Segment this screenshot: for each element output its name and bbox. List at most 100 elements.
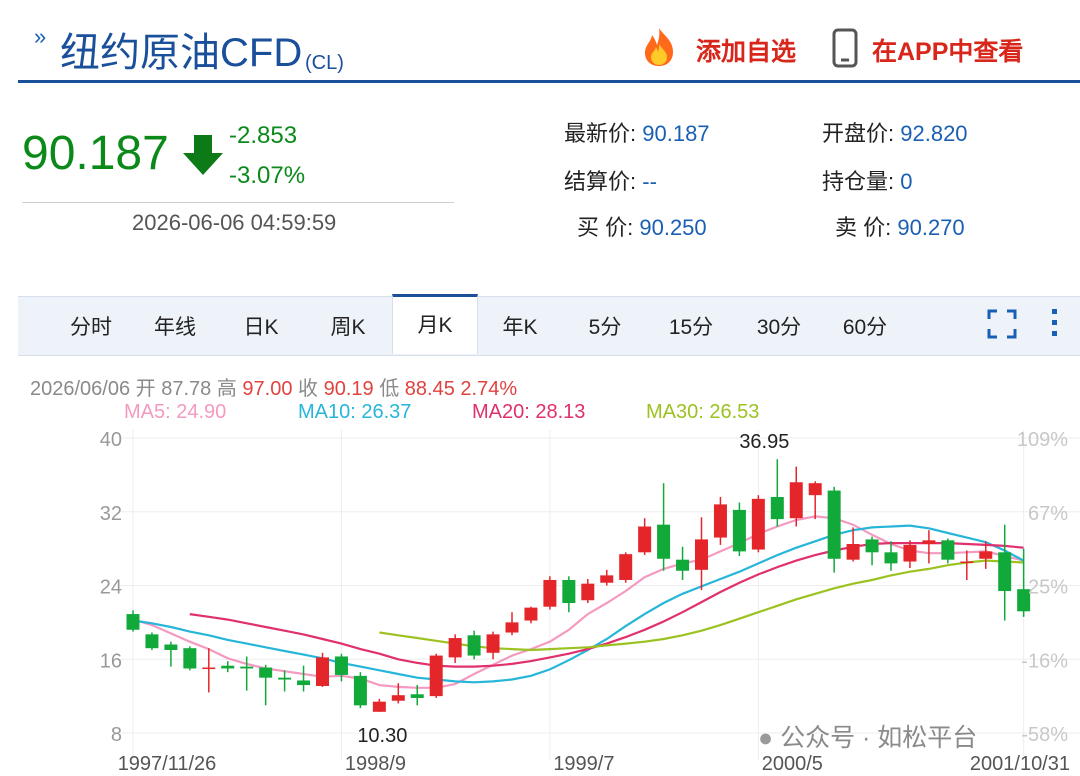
candle-body	[600, 575, 614, 583]
candle	[884, 541, 898, 571]
ma-line-ma5	[132, 515, 1024, 689]
watermark: ● 公众号 · 如松平台	[758, 718, 977, 754]
info-open: 87.78	[161, 378, 212, 400]
candle	[183, 646, 197, 671]
candle-body	[240, 666, 254, 669]
candle-body	[979, 551, 993, 559]
candle-body	[164, 644, 178, 651]
candle	[297, 665, 311, 692]
y-tick-label: 8	[111, 724, 122, 746]
y-tick-label: 32	[100, 503, 122, 525]
y-tick-label: 40	[100, 429, 122, 451]
axis-labels: 40 32 24 16 8 109% 67% 25% -16% -58% 1997/11/26 199…	[100, 429, 1070, 775]
candle-body	[410, 694, 424, 698]
candle-body	[770, 497, 784, 520]
field-open-interest: 持仓量: 0	[822, 164, 913, 196]
header-divider	[18, 80, 1080, 83]
candle-body	[903, 544, 917, 562]
tab-daily-k[interactable]: 日K	[243, 316, 279, 339]
ma10-label: MA10: 26.37	[298, 401, 412, 423]
candle	[713, 497, 727, 545]
candle-body	[638, 526, 652, 553]
candle-body	[998, 552, 1012, 592]
candle	[278, 670, 292, 692]
x-tick-label: 1999/7	[553, 753, 614, 775]
candle	[903, 540, 917, 568]
info-close-label: 收	[298, 378, 319, 400]
candle	[202, 648, 216, 693]
more-options-icon[interactable]	[1046, 306, 1064, 340]
field-settlement-price: 结算价: --	[564, 164, 657, 196]
x-tick-label: 1997/11/26	[118, 753, 217, 775]
candle	[353, 672, 367, 709]
tab-weekly-k[interactable]: 周K	[330, 316, 366, 339]
candle-info-line: 2026/06/06 开 87.78 高 97.00 收 90.19 低 88.…	[30, 372, 517, 401]
candle	[562, 576, 576, 613]
candle	[979, 541, 993, 569]
price-annotation: 10.30	[357, 725, 407, 747]
page-title: 纽约原油CFD	[60, 31, 303, 75]
ma5-label: MA5: 24.90	[124, 401, 227, 423]
candle	[524, 606, 538, 624]
candle-body	[827, 490, 841, 559]
candle	[770, 459, 784, 527]
tab-60min[interactable]: 60分	[842, 316, 888, 339]
open-in-app-button[interactable]: 在APP中查看	[872, 38, 1024, 66]
wechat-icon: ●	[758, 724, 774, 752]
candle-body	[297, 680, 311, 686]
tab-monthly-k[interactable]: 月K	[392, 294, 478, 354]
candle-body	[524, 607, 538, 621]
candle-body	[202, 667, 216, 670]
candle-body	[865, 539, 879, 553]
candle	[638, 518, 652, 556]
candle-body	[941, 540, 955, 560]
candle	[410, 685, 424, 706]
symbol-code: (CL)	[305, 52, 344, 74]
candle-body	[884, 552, 898, 564]
candle	[619, 552, 633, 583]
candle	[221, 661, 235, 673]
tab-5min[interactable]: 5分	[588, 316, 622, 339]
field-open-price: 开盘价: 92.820	[822, 116, 968, 148]
candle	[751, 495, 765, 553]
candle-body	[505, 622, 519, 633]
field-bid-price: 买 价: 90.250	[577, 210, 707, 242]
fullscreen-icon[interactable]	[986, 308, 1018, 340]
candle	[543, 576, 557, 610]
annotations: 36.95 10.30	[357, 431, 789, 747]
candle	[941, 538, 955, 564]
candle-body	[695, 539, 708, 570]
chevron-right-icon: »	[34, 24, 47, 49]
candle-body	[316, 657, 329, 686]
add-favorite-button[interactable]: 添加自选	[696, 38, 797, 66]
candle-body	[581, 583, 595, 601]
tab-year-line[interactable]: 年线	[154, 316, 196, 339]
x-tick-label: 1998/9	[345, 753, 406, 775]
right-tick-label: 25%	[1028, 577, 1068, 599]
candle	[126, 610, 140, 632]
phone-icon[interactable]	[832, 28, 858, 68]
candle-body	[448, 638, 462, 658]
tab-15min[interactable]: 15分	[668, 316, 714, 339]
candle	[448, 634, 462, 663]
field-label: 结算价:	[564, 169, 637, 194]
tab-30min[interactable]: 30分	[756, 316, 802, 339]
candle-body	[429, 655, 443, 697]
price-change: -2.853	[229, 122, 298, 149]
candle	[922, 530, 936, 564]
ma-line-ma20	[189, 541, 1024, 668]
candle-body	[145, 634, 159, 649]
candle	[600, 569, 614, 586]
info-date: 2026/06/06	[30, 378, 131, 400]
fire-icon[interactable]	[640, 26, 678, 68]
last-price: 90.187	[22, 127, 169, 180]
tab-yearly-k[interactable]: 年K	[502, 316, 538, 339]
right-tick-label: 67%	[1028, 503, 1068, 525]
candle	[827, 486, 841, 573]
x-tick-label: 2000/5	[762, 753, 823, 775]
candle-body	[221, 665, 235, 669]
candle	[372, 698, 386, 712]
quote-timestamp: 2026-06-06 04:59:59	[132, 210, 337, 235]
info-pct: 2.74%	[460, 378, 518, 400]
tab-intraday[interactable]: 分时	[70, 316, 112, 339]
